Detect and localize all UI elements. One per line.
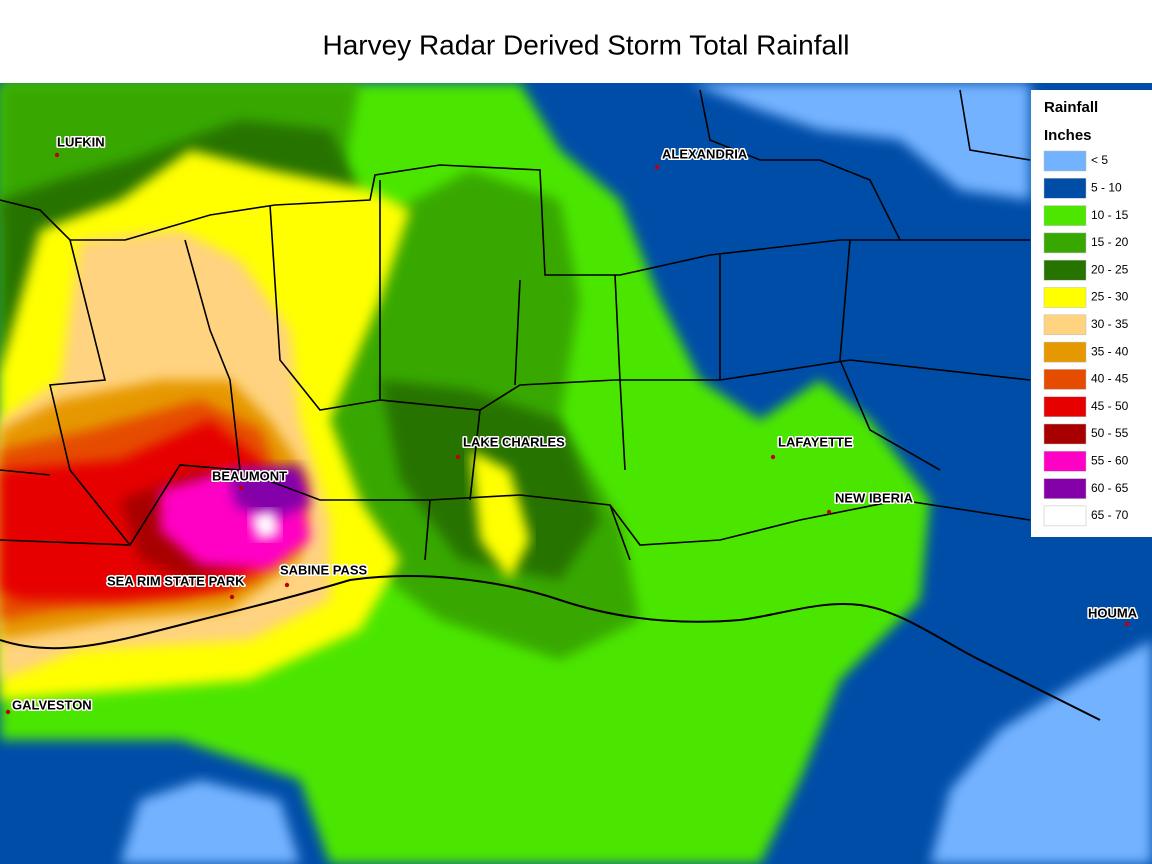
legend-swatch <box>1043 150 1087 172</box>
place-label: SEA RIM STATE PARK <box>107 573 245 588</box>
place-dot <box>284 582 290 588</box>
legend-swatch <box>1043 205 1087 226</box>
place-label: GALVESTON <box>12 697 92 712</box>
legend-swatch <box>1043 369 1087 390</box>
rainfall-zone <box>120 780 300 864</box>
legend-swatch <box>1043 341 1087 363</box>
place-label: ALEXANDRIA <box>662 146 748 161</box>
place-dot <box>5 709 11 715</box>
rainfall-zone <box>250 510 280 540</box>
map-title: Harvey Radar Derived Storm Total Rainfal… <box>322 29 849 60</box>
legend-label: 25 - 30 <box>1091 290 1129 304</box>
place-labels: LUFKIN ALEXANDRIA BEAUMONT LAKE CHARLES LAFA… <box>5 133 1139 715</box>
place-label: BEAUMONT <box>212 468 287 483</box>
legend-label: 45 - 50 <box>1091 399 1129 413</box>
place-dot <box>826 509 832 515</box>
place-label: HOUMA <box>1088 605 1138 620</box>
legend-title: Rainfall <box>1044 99 1098 116</box>
place-label: NEW IBERIA <box>835 490 914 505</box>
rainfall-zone <box>230 465 310 520</box>
legend: Rainfall Inches < 5 5 - 10 10 - 15 15 - 20 2… <box>1031 90 1152 537</box>
rainfall-zone <box>470 450 530 580</box>
legend-label: 35 - 40 <box>1091 344 1129 358</box>
legend-swatch <box>1043 478 1087 499</box>
legend-swatch <box>1043 451 1087 472</box>
place-dot <box>770 454 776 460</box>
legend-swatch <box>1043 423 1087 445</box>
legend-swatch <box>1043 259 1087 281</box>
rainfall-zone <box>930 640 1152 864</box>
place-label: LUFKIN <box>57 134 105 149</box>
legend-label: < 5 <box>1091 153 1108 167</box>
legend-label: 5 - 10 <box>1091 180 1122 194</box>
place-dot <box>1124 621 1130 627</box>
legend-label: 10 - 15 <box>1091 208 1129 222</box>
legend-label: 55 - 60 <box>1091 453 1129 467</box>
place-label: SABINE PASS <box>280 562 367 577</box>
place-dot <box>54 152 60 158</box>
place-label: LAKE CHARLES <box>463 434 565 449</box>
legend-label: 65 - 70 <box>1091 508 1129 522</box>
legend-subtitle: Inches <box>1044 127 1092 144</box>
borders <box>0 89 1101 721</box>
legend-label: 15 - 20 <box>1091 235 1129 249</box>
legend-label: 40 - 45 <box>1091 372 1129 386</box>
place-dot <box>654 164 660 170</box>
rainfall-zone <box>690 83 1030 200</box>
legend-label: 20 - 25 <box>1091 262 1129 276</box>
legend-swatch <box>1043 505 1087 527</box>
legend-swatch <box>1043 287 1087 308</box>
legend-label: 30 - 35 <box>1091 317 1129 331</box>
place-dot <box>238 485 244 491</box>
legend-swatch <box>1043 232 1087 254</box>
legend-label: 60 - 65 <box>1091 481 1129 495</box>
legend-swatch <box>1043 396 1087 417</box>
legend-swatch <box>1043 314 1087 336</box>
place-dot <box>229 594 235 600</box>
legend-label: 50 - 55 <box>1091 426 1129 440</box>
legend-swatch <box>1043 178 1087 199</box>
place-label: LAFAYETTE <box>778 434 853 449</box>
map <box>0 83 1152 864</box>
place-dot <box>455 454 461 460</box>
